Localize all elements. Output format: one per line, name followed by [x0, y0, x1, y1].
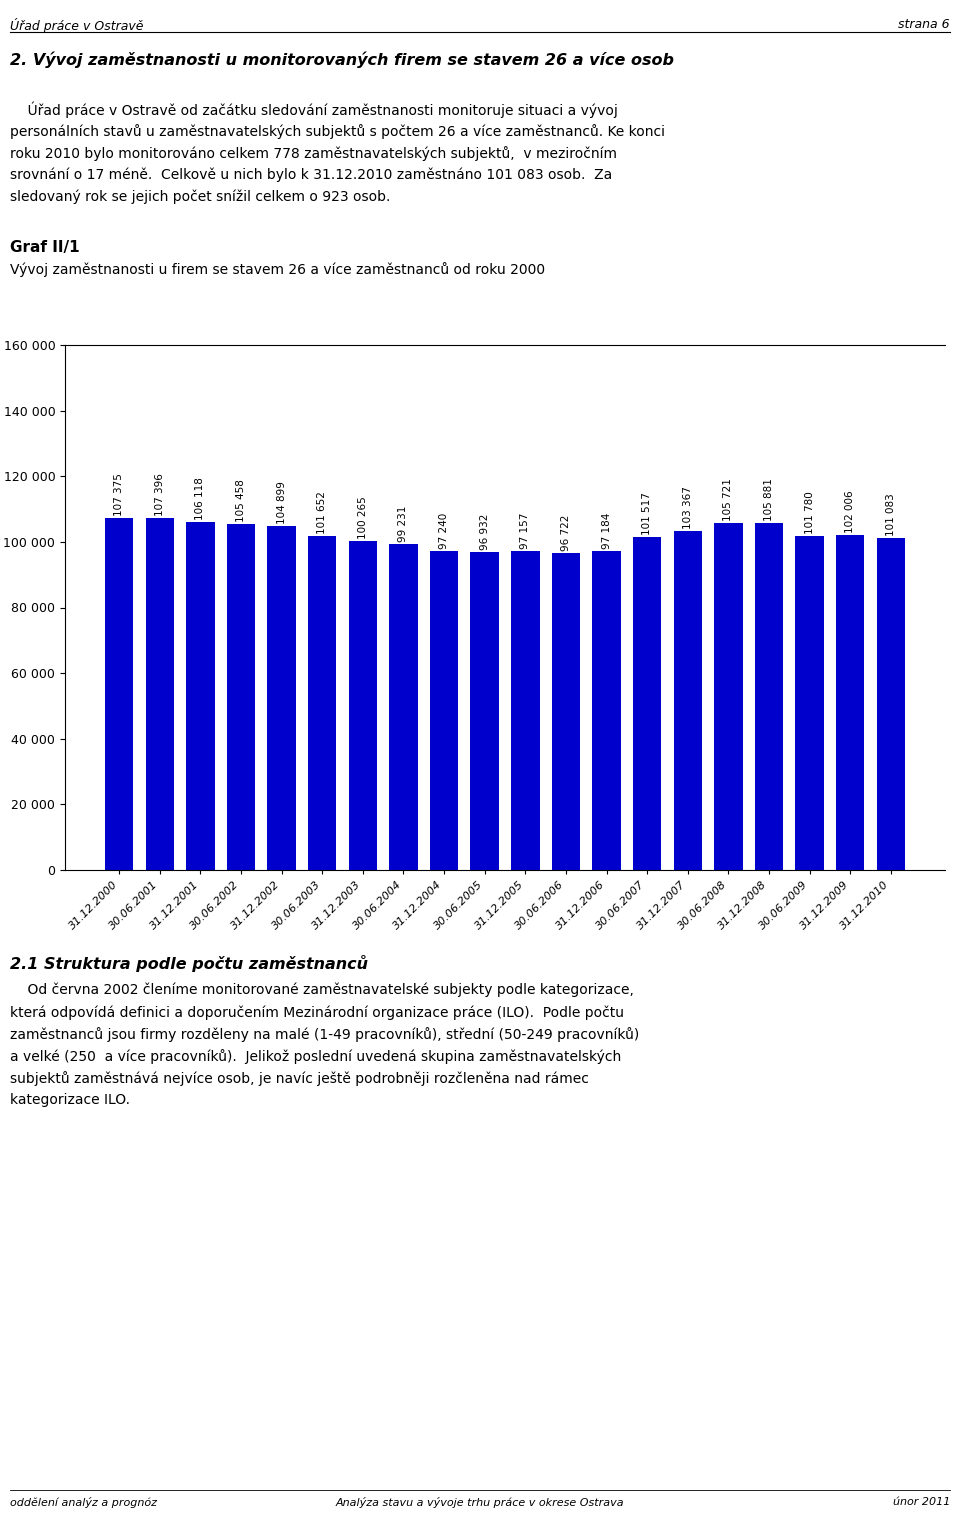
Text: 97 157: 97 157: [520, 513, 530, 549]
Text: 105 881: 105 881: [764, 478, 774, 520]
Bar: [227, 523, 255, 870]
Bar: [714, 523, 743, 870]
Text: 105 721: 105 721: [723, 478, 733, 522]
Text: 103 367: 103 367: [683, 485, 693, 530]
Bar: [105, 517, 133, 870]
Bar: [633, 537, 661, 870]
Text: 101 780: 101 780: [804, 491, 815, 534]
Text: strana 6: strana 6: [899, 18, 950, 31]
Bar: [876, 539, 905, 870]
Bar: [795, 536, 824, 870]
Bar: [511, 551, 540, 870]
Text: 97 240: 97 240: [439, 513, 449, 549]
Text: sledovaný rok se jejich počet snížil celkem o 923 osob.: sledovaný rok se jejich počet snížil cel…: [10, 191, 391, 204]
Bar: [430, 551, 458, 870]
Bar: [674, 531, 702, 870]
Text: oddělení analýz a prognóz: oddělení analýz a prognóz: [10, 1497, 157, 1508]
Bar: [186, 522, 215, 870]
Text: 102 006: 102 006: [845, 491, 855, 533]
Text: 106 118: 106 118: [196, 478, 205, 520]
Text: kategorizace ILO.: kategorizace ILO.: [10, 1093, 130, 1106]
Text: 99 231: 99 231: [398, 507, 408, 542]
Bar: [592, 551, 621, 870]
Text: Graf II/1: Graf II/1: [10, 240, 80, 255]
Bar: [552, 552, 580, 870]
Text: 104 899: 104 899: [276, 481, 287, 523]
Bar: [348, 542, 377, 870]
Text: 2.1 Struktura podle počtu zaměstnanců: 2.1 Struktura podle počtu zaměstnanců: [10, 955, 368, 972]
Text: 96 722: 96 722: [561, 514, 571, 551]
Text: subjektů zaměstnává nejvíce osob, je navíc ještě podrobněji rozčleněna nad rámec: subjektů zaměstnává nejvíce osob, je nav…: [10, 1071, 588, 1087]
Text: Od června 2002 členíme monitorované zaměstnavatelské subjekty podle kategorizace: Od června 2002 členíme monitorované zamě…: [10, 983, 634, 998]
Text: 101 652: 101 652: [317, 491, 327, 534]
Text: 101 517: 101 517: [642, 491, 652, 536]
Text: personálních stavů u zaměstnavatelských subjektů s počtem 26 a více zaměstnanců.: personálních stavů u zaměstnavatelských …: [10, 124, 665, 139]
Text: 101 083: 101 083: [886, 493, 896, 536]
Bar: [146, 517, 174, 870]
Text: Úřad práce v Ostravě od začátku sledování zaměstnanosti monitoruje situaci a výv: Úřad práce v Ostravě od začátku sledován…: [10, 102, 618, 119]
Text: a velké (250  a více pracovníků).  Jelikož poslední uvedená skupina zaměstnavate: a velké (250 a více pracovníků). Jelikož…: [10, 1048, 621, 1064]
Text: Vývoj zaměstnanosti u firem se stavem 26 a více zaměstnanců od roku 2000: Vývoj zaměstnanosti u firem se stavem 26…: [10, 262, 545, 276]
Text: roku 2010 bylo monitorováno celkem 778 zaměstnavatelských subjektů,  v meziroční: roku 2010 bylo monitorováno celkem 778 z…: [10, 146, 617, 160]
Text: srovnání o 17 méně.  Celkově u nich bylo k 31.12.2010 zaměstnáno 101 083 osob.  : srovnání o 17 méně. Celkově u nich bylo …: [10, 168, 612, 183]
Bar: [836, 536, 864, 870]
Bar: [389, 545, 418, 870]
Text: zaměstnanců jsou firmy rozděleny na malé (1-49 pracovníků), střední (50-249 prac: zaměstnanců jsou firmy rozděleny na malé…: [10, 1027, 639, 1042]
Text: 96 932: 96 932: [480, 514, 490, 549]
Text: únor 2011: únor 2011: [893, 1497, 950, 1508]
Bar: [268, 526, 296, 870]
Text: 107 396: 107 396: [155, 473, 165, 516]
Text: 105 458: 105 458: [236, 479, 246, 522]
Text: 97 184: 97 184: [602, 513, 612, 549]
Text: Analýza stavu a vývoje trhu práce v okrese Ostrava: Analýza stavu a vývoje trhu práce v okre…: [336, 1497, 624, 1508]
Bar: [470, 552, 499, 870]
Text: 107 375: 107 375: [114, 473, 124, 516]
Text: 2. Vývoj zaměstnanosti u monitorovaných firem se stavem 26 a více osob: 2. Vývoj zaměstnanosti u monitorovaných …: [10, 52, 674, 69]
Text: Úřad práce v Ostravě: Úřad práce v Ostravě: [10, 18, 143, 34]
Bar: [308, 537, 336, 870]
Bar: [755, 522, 783, 870]
Text: která odpovídá definici a doporučením Mezinárodní organizace práce (ILO).  Podle: která odpovídá definici a doporučením Me…: [10, 1006, 624, 1019]
Text: 100 265: 100 265: [358, 496, 368, 539]
